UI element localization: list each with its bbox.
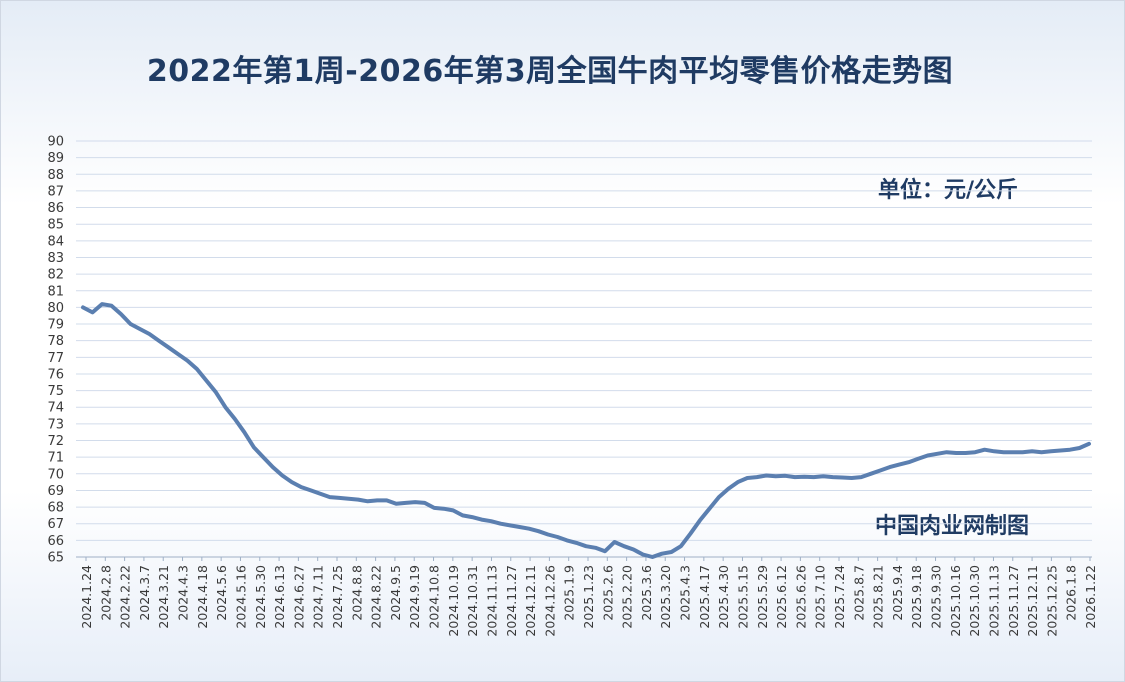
x-tick-label: 2026.1.8 (1064, 565, 1079, 621)
y-tick-label: 82 (47, 268, 64, 283)
x-tick-label: 2025.2.6 (600, 565, 615, 621)
y-tick-label: 89 (47, 151, 64, 166)
y-tick-label: 86 (47, 201, 64, 216)
y-tick-label: 80 (47, 301, 64, 316)
y-tick-label: 66 (47, 534, 64, 549)
y-tick-label: 78 (47, 334, 64, 349)
y-tick-label: 74 (47, 401, 64, 416)
x-tick-label: 2025.8.7 (851, 565, 866, 621)
x-tick-label: 2025.3.20 (658, 565, 673, 629)
y-tick-label: 69 (47, 484, 64, 499)
x-tick-label: 2024.2.8 (98, 565, 113, 621)
y-tick-label: 68 (47, 501, 64, 516)
x-tick-label: 2025.10.30 (967, 565, 982, 637)
x-tick-label: 2024.4.18 (195, 565, 210, 629)
x-tick-label: 2024.9.5 (388, 565, 403, 621)
x-tick-label: 2025.8.21 (871, 565, 886, 629)
x-tick-label: 2024.8.8 (349, 565, 364, 621)
y-tick-label: 73 (47, 417, 64, 432)
x-tick-label: 2025.3.6 (639, 565, 654, 621)
x-tick-label: 2024.10.31 (465, 565, 480, 637)
x-tick-label: 2024.7.25 (330, 565, 345, 629)
x-tick-label: 2025.5.29 (755, 565, 770, 629)
x-tick-label: 2025.6.12 (774, 565, 789, 629)
y-tick-label: 76 (47, 367, 64, 382)
x-tick-label: 2025.12.11 (1025, 565, 1040, 637)
x-tick-label: 2025.9.4 (890, 565, 905, 621)
x-tick-label: 2024.1.24 (79, 565, 94, 629)
x-tick-label: 2025.9.18 (909, 565, 924, 629)
x-tick-label: 2026.1.22 (1083, 565, 1098, 629)
x-tick-label: 2025.2.20 (620, 565, 635, 629)
x-tick-label: 2024.5.16 (233, 565, 248, 629)
x-tick-label: 2024.4.3 (176, 565, 191, 621)
x-tick-label: 2025.5.15 (735, 565, 750, 629)
x-tick-label: 2025.1.9 (562, 565, 577, 621)
x-tick-label: 2024.5.30 (253, 565, 268, 629)
x-tick-label: 2024.3.7 (137, 565, 152, 621)
y-tick-label: 65 (47, 551, 64, 566)
x-tick-label: 2024.11.13 (484, 565, 499, 637)
x-tick-label: 2024.10.19 (446, 565, 461, 637)
x-tick-label: 2024.6.13 (272, 565, 287, 629)
x-tick-label: 2024.11.27 (504, 565, 519, 637)
source-label: 中国肉业网制图 (875, 514, 1030, 539)
x-tick-label: 2025.4.17 (697, 565, 712, 629)
x-tick-label: 2024.8.22 (369, 565, 384, 629)
x-tick-label: 2025.6.26 (793, 565, 808, 629)
x-tick-label: 2025.4.30 (716, 565, 731, 629)
y-tick-label: 72 (47, 434, 64, 449)
x-tick-label: 2025.7.24 (832, 565, 847, 629)
x-tick-label: 2025.11.27 (1006, 565, 1021, 637)
x-tick-label: 2024.7.11 (311, 565, 326, 629)
x-tick-label: 2025.7.10 (813, 565, 828, 629)
x-tick-label: 2025.1.23 (581, 565, 596, 629)
y-tick-label: 70 (47, 467, 64, 482)
y-tick-label: 77 (47, 351, 64, 366)
y-tick-label: 85 (47, 218, 64, 233)
x-tick-label: 2025.4.3 (678, 565, 693, 621)
x-tick-label: 2024.5.6 (214, 565, 229, 621)
x-tick-label: 2024.12.11 (523, 565, 538, 637)
y-tick-label: 67 (47, 517, 64, 532)
y-tick-label: 75 (47, 384, 64, 399)
x-tick-label: 2024.2.22 (118, 565, 133, 629)
x-tick-label: 2024.6.27 (291, 565, 306, 629)
x-tick-label: 2024.12.26 (542, 565, 557, 637)
y-tick-label: 71 (47, 451, 64, 466)
y-tick-label: 87 (47, 184, 64, 199)
x-tick-label: 2025.11.13 (986, 565, 1001, 637)
x-tick-label: 2025.10.16 (948, 565, 963, 637)
x-tick-label: 2024.10.8 (427, 565, 442, 629)
y-tick-label: 81 (47, 284, 64, 299)
y-tick-label: 79 (47, 318, 64, 333)
chart-title: 2022年第1周-2026年第3周全国牛肉平均零售价格走势图 (146, 54, 954, 89)
x-tick-label: 2025.12.25 (1044, 565, 1059, 637)
series-line (81, 302, 1091, 559)
x-tick-label: 2024.3.21 (156, 565, 171, 629)
x-tick-label: 2024.9.19 (407, 565, 422, 629)
y-tick-label: 83 (47, 251, 64, 266)
x-tick-label: 2025.9.30 (929, 565, 944, 629)
y-tick-label: 90 (47, 135, 64, 150)
y-tick-label: 88 (47, 168, 64, 183)
y-tick-label: 84 (47, 234, 64, 249)
